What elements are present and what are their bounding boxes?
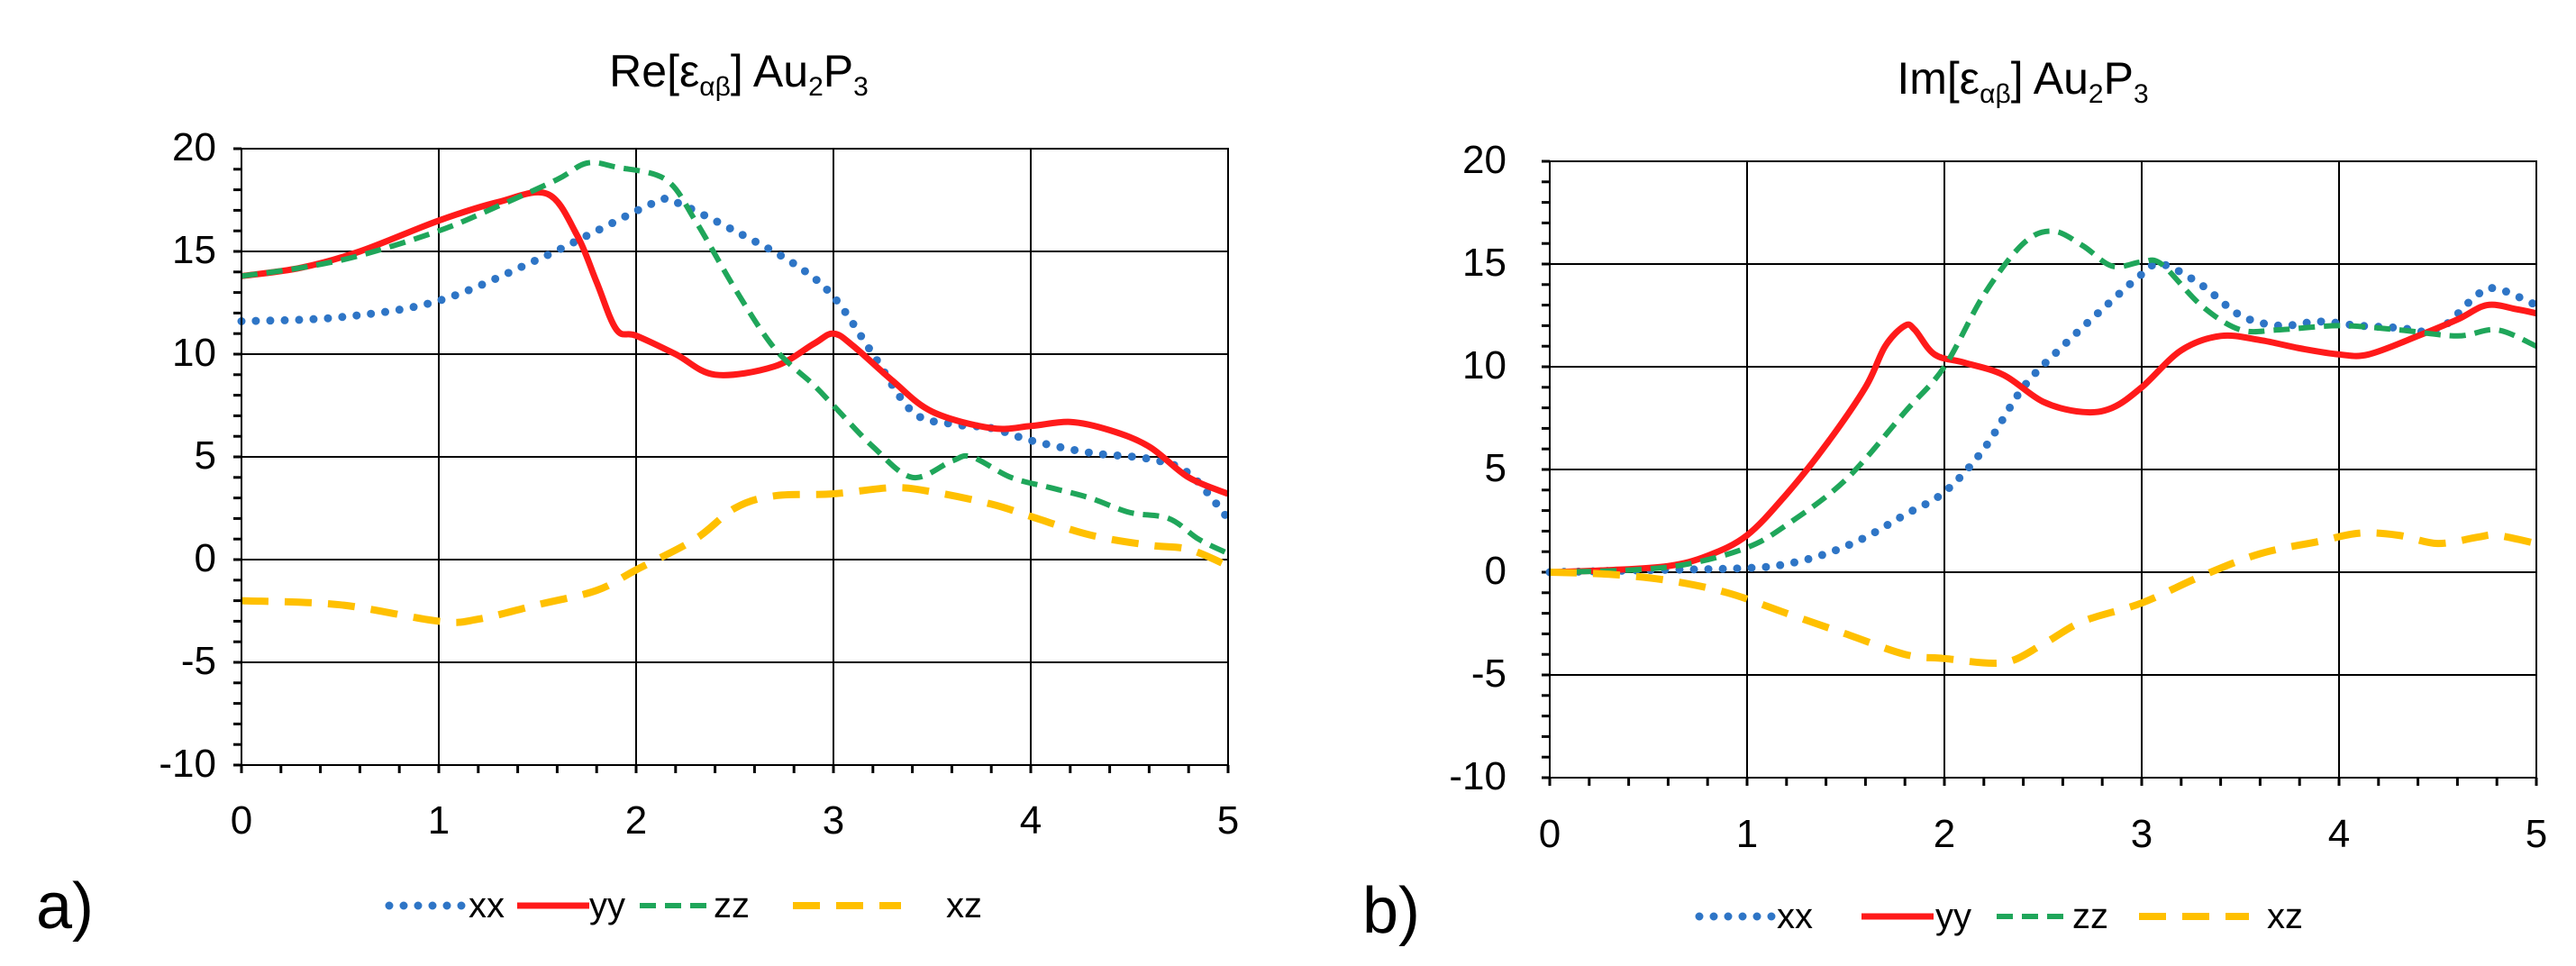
- panel-a-xtick-label: 4: [1020, 798, 1042, 843]
- panel-b-xtick-label: 0: [1539, 812, 1561, 856]
- panel-a-ytick-label: 20: [172, 125, 216, 169]
- panel-b-xtick-label: 3: [2131, 812, 2153, 856]
- panel-a-series-zz: [241, 159, 1230, 556]
- panel-b-xtick-label: 4: [2328, 812, 2350, 856]
- panel-b-ytick-label: 5: [1485, 446, 1506, 490]
- panel-a-series-xz: [241, 484, 1230, 626]
- legend-label-xx: xx: [469, 886, 505, 925]
- legend-label-zz: zz: [2072, 897, 2108, 936]
- panel-b-ytick-label: -10: [1449, 754, 1506, 798]
- panel-a-xtick-label: 1: [428, 798, 450, 843]
- panel-b-series-zz: [1549, 228, 2538, 575]
- panel-a-xtick-label: 2: [625, 798, 647, 843]
- panel-a-ytick-label: 15: [172, 228, 216, 272]
- panel-b-xtick-label: 1: [1736, 812, 1758, 856]
- panel-a-axis-ticks: [233, 147, 1230, 773]
- legend-label-yy: yy: [589, 886, 625, 925]
- panel-b-title: Im[εαβ] Au2P3: [1897, 53, 2148, 109]
- panel-a-ytick-label: 10: [172, 331, 216, 375]
- panel-b-grid: [1549, 160, 2537, 779]
- panel-a-series: [237, 159, 1233, 626]
- legend-label-yy: yy: [1935, 897, 1971, 936]
- panel-a-title: Re[εαβ] Au2P3: [609, 46, 869, 102]
- panel-a-ytick-label: 5: [195, 433, 216, 478]
- panel-b-series: [1545, 228, 2541, 667]
- panel-a-series-xx: [237, 194, 1233, 523]
- panel-b-plot-frame: [1549, 160, 2537, 779]
- panel-b-series-yy: [1549, 301, 2537, 576]
- panel-b-ytick-label: 20: [1462, 138, 1506, 182]
- panel-b-ytick-label: -5: [1471, 652, 1506, 696]
- panel-a-xtick-label: 5: [1217, 798, 1239, 843]
- panel-a-ytick-label: -5: [181, 639, 216, 683]
- legend-label-xz: xz: [2267, 897, 2303, 936]
- panel-b-series-xz: [1549, 529, 2537, 667]
- legend-label-xx: xx: [1777, 897, 1813, 936]
- panel-b-label: b): [1362, 875, 1420, 947]
- panel-a-ytick-label: 0: [195, 536, 216, 580]
- panel-a-xtick-label: 3: [823, 798, 844, 843]
- panel-b-ytick-label: 0: [1485, 549, 1506, 593]
- panel-a-label: a): [36, 870, 94, 943]
- legend-label-zz: zz: [714, 886, 750, 925]
- panel-a: Re[εαβ] Au2P3 20 15 10 5 0 -5 -10 0 1 2 …: [36, 46, 1239, 943]
- panel-a-ytick-label: -10: [159, 742, 216, 786]
- panel-b-xtick-label: 5: [2526, 812, 2547, 856]
- legend-label-xz: xz: [946, 886, 982, 925]
- panel-a-xtick-label: 0: [231, 798, 252, 843]
- panel-b: Im[εαβ] Au2P3 20 15 10 5 0 -5 -10 0 1 2 …: [1362, 53, 2547, 947]
- panel-a-legend: xx yy zz xz: [385, 886, 982, 925]
- panel-b-ytick-label: 10: [1462, 343, 1506, 387]
- panel-b-legend: xx yy zz xz: [1695, 897, 2303, 936]
- panel-b-ytick-label: 15: [1462, 241, 1506, 285]
- panel-b-xtick-label: 2: [1934, 812, 1955, 856]
- panel-a-series-yy: [241, 188, 1230, 497]
- panel-b-axis-ticks: [1542, 159, 2538, 786]
- panel-b-series-xx: [1545, 260, 2541, 577]
- panel-a-plot-frame: [241, 148, 1229, 766]
